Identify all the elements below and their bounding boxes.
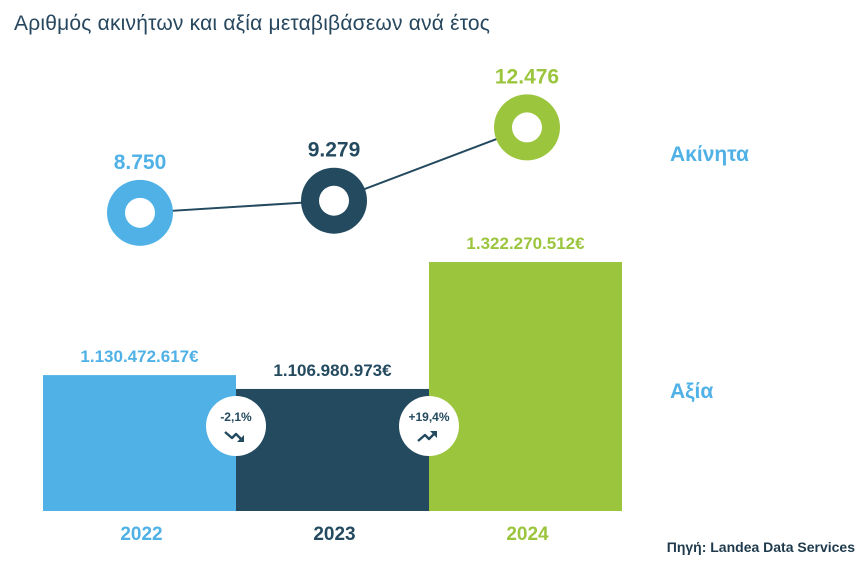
source-note: Πηγή: Landea Data Services	[666, 539, 855, 555]
bar-value-label-2024: 1.322.270.512€	[466, 234, 585, 253]
arrow-head	[237, 435, 244, 442]
category-label-2022: 2022	[120, 524, 162, 545]
bar-value-label-2023: 1.106.980.973€	[273, 361, 392, 380]
trend-up-icon	[417, 431, 437, 442]
category-label-2024: 2024	[506, 524, 549, 545]
line-point-hole-2024	[512, 112, 542, 143]
legend-properties: Ακίνητα	[670, 143, 749, 166]
bar-value-label-2022: 1.130.472.617€	[80, 347, 199, 366]
change-badge-1: -2,1%	[206, 396, 266, 456]
arrow-head	[430, 431, 437, 438]
line-point-hole-2022	[125, 197, 155, 228]
bar-2022	[43, 375, 236, 511]
bar-2024	[429, 262, 622, 511]
chart-title: Αριθμός ακινήτων και αξία μεταβιβάσεων α…	[14, 12, 491, 35]
bar-2023	[236, 388, 429, 511]
line-value-label-2024: 12.476	[495, 65, 559, 88]
legend-value: Αξία	[670, 380, 713, 403]
change-badge-circle	[206, 396, 266, 456]
line-point-hole-2023	[319, 185, 349, 216]
change-badge-label: -2,1%	[220, 410, 252, 424]
change-badge-circle	[399, 396, 459, 456]
line-value-label-2023: 9.279	[308, 139, 361, 162]
change-badge-label: +19,4%	[408, 410, 449, 424]
line-value-label-2022: 8.750	[114, 151, 167, 174]
category-label-2023: 2023	[313, 524, 355, 545]
change-badge-2: +19,4%	[399, 396, 459, 456]
bars-group: 1.130.472.617€ 1.106.980.973€ 1.322.270.51…	[43, 234, 622, 511]
trend-down-icon	[224, 431, 244, 442]
